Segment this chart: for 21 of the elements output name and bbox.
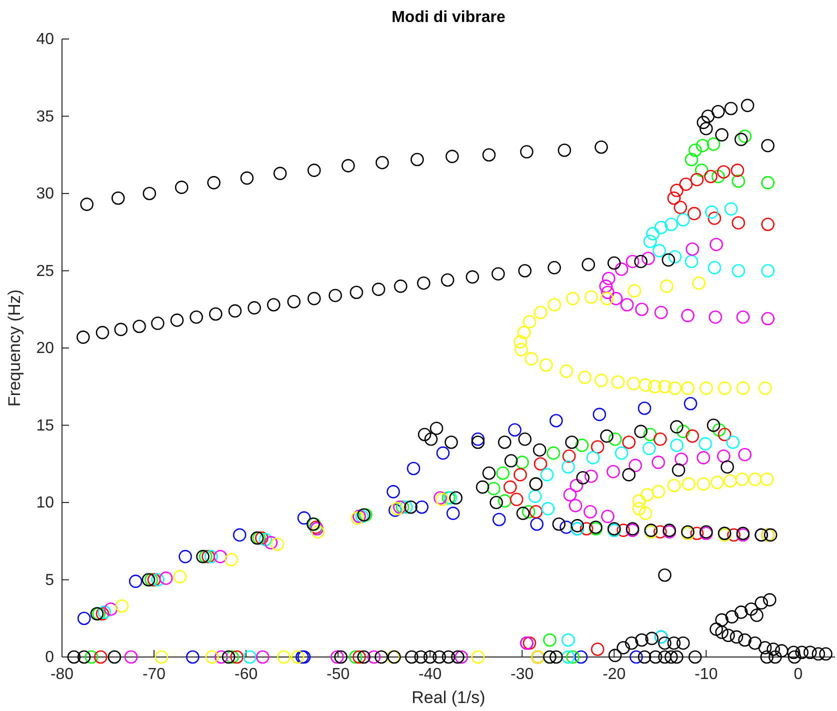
y-tick-label: 30 <box>36 186 54 202</box>
y-tick-label: 10 <box>36 494 54 512</box>
y-tick-label: 15 <box>36 417 54 434</box>
x-tick-label: -30 <box>510 666 534 683</box>
y-tick-label: 40 <box>36 31 54 48</box>
y-tick-label: 20 <box>36 340 54 357</box>
y-axis-title: Frequency (Hz) <box>5 289 24 407</box>
x-tick-label: -50 <box>326 666 350 683</box>
x-tick-label: -60 <box>234 666 258 683</box>
y-tick-label: 35 <box>36 108 54 126</box>
x-tick-label: -70 <box>142 666 166 683</box>
chart-title: Modi di vibrare <box>392 9 506 26</box>
y-tick-label: 0 <box>45 649 54 666</box>
y-tick-label: 5 <box>45 572 54 589</box>
y-tick-label: 25 <box>36 262 54 280</box>
x-tick-label: -20 <box>602 666 626 683</box>
x-tick-label: -80 <box>50 666 74 683</box>
x-tick-label: -10 <box>694 666 718 683</box>
x-tick-label: 0 <box>794 666 803 683</box>
x-tick-label: -40 <box>418 666 442 683</box>
x-axis-title: Real (1/s) <box>412 688 486 707</box>
